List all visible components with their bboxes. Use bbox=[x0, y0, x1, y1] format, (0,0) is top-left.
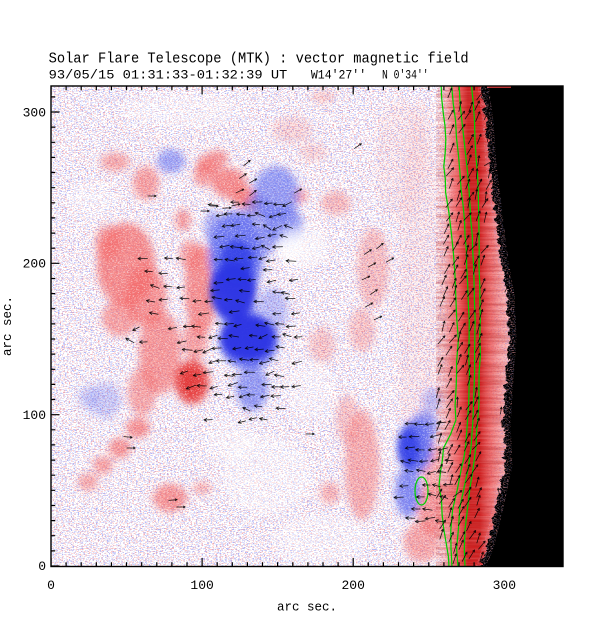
svg-text:Solar Flare Telescope (MTK) :: Solar Flare Telescope (MTK) : vector mag… bbox=[49, 52, 469, 68]
svg-text:200: 200 bbox=[23, 257, 46, 272]
svg-text:0: 0 bbox=[38, 559, 46, 574]
svg-text:93/05/15 01:31:33-01:32:39 UT: 93/05/15 01:31:33-01:32:39 UT bbox=[49, 68, 288, 83]
svg-text:W14'27'': W14'27'' bbox=[311, 68, 366, 83]
svg-text:200: 200 bbox=[341, 578, 364, 593]
svg-text:arc sec.: arc sec. bbox=[277, 601, 337, 615]
svg-text:100: 100 bbox=[190, 578, 213, 593]
svg-text:300: 300 bbox=[23, 106, 46, 121]
svg-text:100: 100 bbox=[23, 408, 46, 423]
svg-text:0: 0 bbox=[47, 578, 55, 593]
svg-text:arc sec.: arc sec. bbox=[1, 296, 15, 356]
svg-text:N 0'34'': N 0'34'' bbox=[382, 68, 429, 83]
svg-text:300: 300 bbox=[493, 578, 516, 593]
